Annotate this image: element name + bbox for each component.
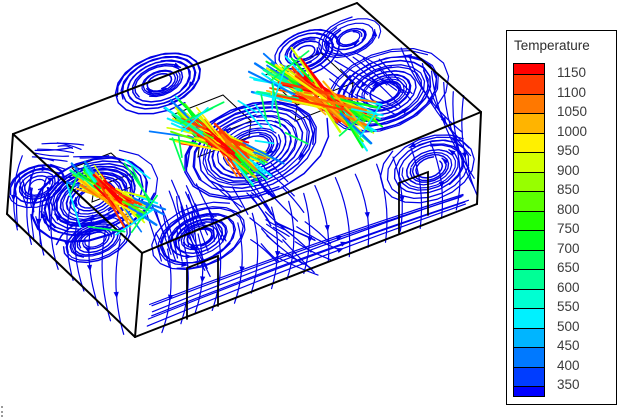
- colorbar-segment: [514, 386, 544, 396]
- colorbar-segment: [514, 366, 544, 386]
- colorbar-tick-label: 350: [557, 377, 580, 392]
- temperature-colorbar: [513, 63, 545, 397]
- colorbar-tick-label: 950: [557, 143, 580, 158]
- colorbar-tick-label: 1050: [557, 104, 588, 119]
- colorbar-segment: [514, 93, 544, 113]
- colorbar-segment: [514, 230, 544, 250]
- colorbar-tick-label: 600: [557, 279, 580, 295]
- colorbar-tick-label: 450: [557, 338, 580, 353]
- colorbar-segment: [514, 74, 544, 94]
- colorbar-tick-label: 850: [557, 182, 580, 197]
- colorbar-segment: [514, 308, 544, 328]
- colorbar-tick-label: 400: [557, 357, 580, 373]
- colorbar-tick-label: 1100: [557, 84, 587, 100]
- colorbar-tick-label: 700: [557, 240, 580, 256]
- colorbar-segment: [514, 64, 544, 74]
- colorbar-tick-label: 800: [557, 201, 580, 217]
- colorbar-tick-label: 500: [557, 318, 580, 334]
- colorbar-tick-label: 1000: [557, 123, 588, 139]
- colorbar-segment: [514, 113, 544, 133]
- colorbar-segment: [514, 152, 544, 172]
- hot-spot-bursts: [66, 46, 384, 236]
- colorbar-segment: [514, 288, 544, 308]
- axis-triad-fragment: [1, 406, 8, 417]
- colorbar-tick-label: 550: [557, 299, 580, 314]
- box-wireframe: [6, 2, 482, 338]
- colorbar-segment: [514, 210, 544, 230]
- colorbar-tick-label: 750: [557, 221, 580, 236]
- colorbar-tick-label: 900: [557, 162, 580, 178]
- streamline-plot-viewport[interactable]: [0, 0, 505, 420]
- colorbar-segment: [514, 191, 544, 211]
- colorbar-segment: [514, 249, 544, 269]
- colorbar-segment: [514, 269, 544, 289]
- temperature-legend: Temperature 1150 1100 1050 1000 950 900 850 800…: [506, 30, 617, 405]
- colorbar-tick-label: 650: [557, 260, 580, 275]
- colorbar-tick-label: 1150: [557, 65, 587, 80]
- colorbar-segment: [514, 171, 544, 191]
- colorbar-segment: [514, 132, 544, 152]
- colorbar-segment: [514, 327, 544, 347]
- colorbar-segment: [514, 347, 544, 367]
- legend-title: Temperature: [514, 38, 590, 53]
